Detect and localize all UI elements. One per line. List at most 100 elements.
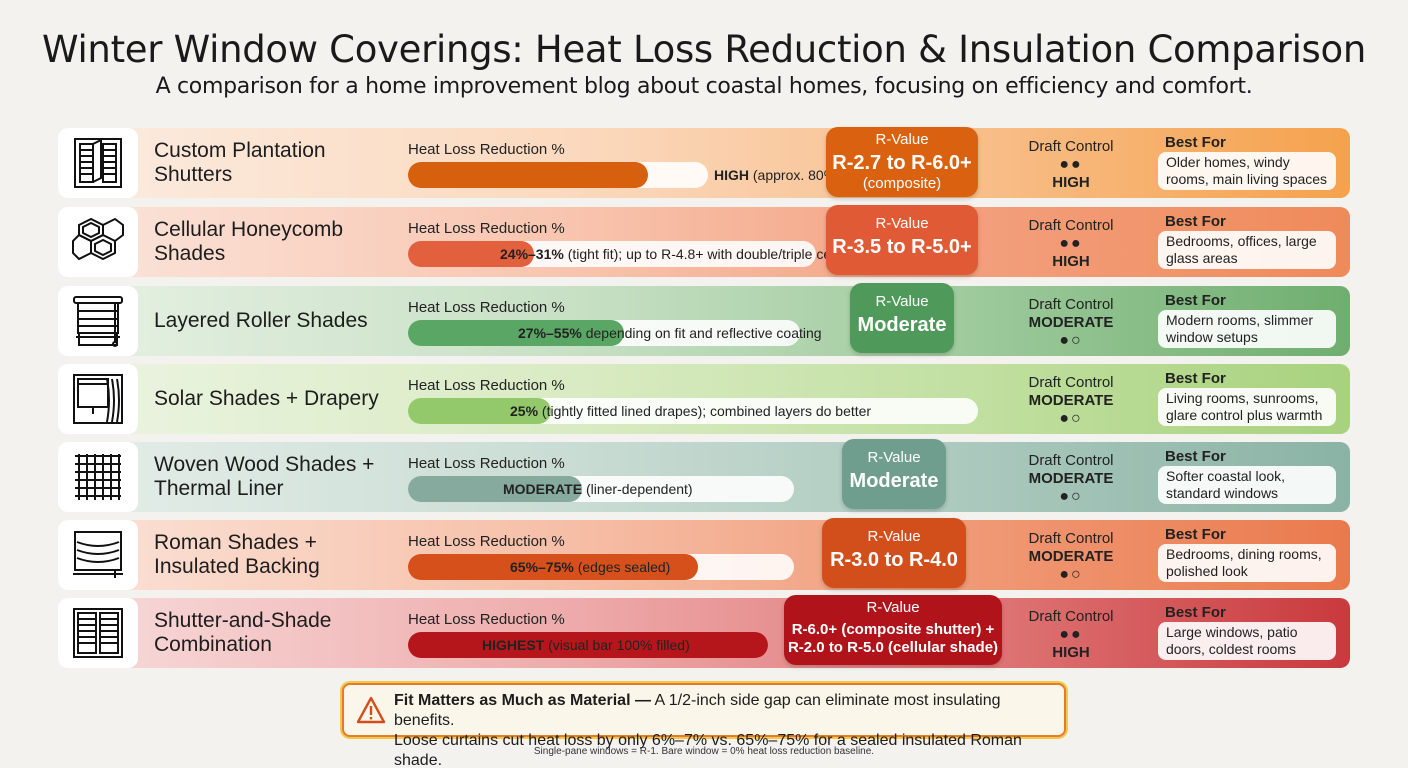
draft-rating-dots: ●● bbox=[1059, 235, 1083, 252]
best-for-text: Softer coastal look, standard windows bbox=[1158, 466, 1336, 504]
drapery-icon bbox=[58, 364, 138, 434]
draft-control-level: MODERATE bbox=[1028, 392, 1114, 409]
draft-control-label: Draft Control bbox=[1028, 530, 1114, 547]
draft-rating-dots: ●● bbox=[1059, 626, 1083, 643]
heat-loss-bar: 25% (tightly fitted lined drapes); combi… bbox=[408, 398, 978, 424]
woven-wood-icon bbox=[58, 442, 138, 512]
heat-loss-label: Heat Loss Reduction % bbox=[408, 141, 565, 158]
warning-icon bbox=[356, 696, 386, 724]
heat-loss-value: 65%–75% (edges sealed) bbox=[510, 554, 670, 580]
r-value-box: R-Value Moderate bbox=[850, 283, 954, 353]
r-value-label: R-Value bbox=[867, 528, 921, 545]
covering-name: Shutter-and-Shade Combination bbox=[154, 609, 332, 656]
heat-loss-value-detail: (approx. 80%) bbox=[752, 167, 841, 183]
r-value-label: R-Value bbox=[875, 131, 929, 148]
covering-name: Roman Shades + Insulated Backing bbox=[154, 531, 320, 578]
draft-control-label: Draft Control bbox=[1028, 138, 1114, 155]
page-subtitle: A comparison for a home improvement blog… bbox=[155, 74, 1253, 99]
covering-name: Cellular Honeycomb Shades bbox=[154, 218, 344, 265]
draft-rating-dots: ●● bbox=[1059, 156, 1083, 173]
r-value: Moderate bbox=[849, 470, 939, 492]
covering-name: Custom Plantation Shutters bbox=[154, 139, 326, 186]
draft-control-label: Draft Control bbox=[1028, 296, 1114, 313]
draft-control-label: Draft Control bbox=[1028, 374, 1114, 391]
callout-bold: Fit Matters as Much as Material — bbox=[394, 692, 651, 709]
heat-loss-value: 25% (tightly fitted lined drapes); combi… bbox=[510, 398, 871, 424]
draft-control-level: MODERATE bbox=[1028, 314, 1114, 331]
r-value-label: R-Value bbox=[866, 599, 920, 616]
heat-loss-bar-fill bbox=[408, 554, 698, 580]
best-for-label: Best For bbox=[1165, 370, 1226, 387]
r-value-sub: R-2.0 to R-5.0 (cellular shade) bbox=[787, 639, 999, 656]
heat-loss-bar: MODERATE (liner-dependent) bbox=[408, 476, 794, 502]
best-for-text: Living rooms, sunrooms, glare control pl… bbox=[1158, 388, 1336, 426]
heat-loss-value-detail: (edges sealed) bbox=[577, 559, 671, 575]
shutter-shade-combo-icon bbox=[58, 598, 138, 668]
heat-loss-value-detail: (liner-dependent) bbox=[585, 481, 693, 497]
heat-loss-bar-fill bbox=[408, 632, 768, 658]
covering-name: Solar Shades + Drapery bbox=[154, 387, 379, 410]
r-value: R-3.5 to R-5.0+ bbox=[832, 236, 972, 258]
heat-loss-value: MODERATE (liner-dependent) bbox=[503, 476, 693, 502]
heat-loss-bar-fill bbox=[408, 320, 624, 346]
r-value: R-6.0+ (composite shutter) + bbox=[791, 621, 995, 638]
r-value: R-2.7 to R-6.0+ bbox=[832, 152, 972, 174]
heat-loss-value: 24%–31% (tight fit); up to R-4.8+ with d… bbox=[500, 241, 837, 267]
fit-callout: Fit Matters as Much as Material — A 1/2-… bbox=[342, 683, 1066, 768]
draft-control-level: MODERATE bbox=[1028, 470, 1114, 487]
draft-control: Draft Control ●● HIGH bbox=[1013, 217, 1129, 271]
honeycomb-cell-icon bbox=[58, 207, 138, 277]
heat-loss-bar: 24%–31% (tight fit); up to R-4.8+ with d… bbox=[408, 241, 837, 267]
heat-loss-value-bold: 27%–55% bbox=[518, 325, 582, 341]
draft-control-level: HIGH bbox=[1052, 174, 1090, 191]
best-for-text: Bedrooms, offices, large glass areas bbox=[1158, 231, 1336, 269]
r-value-label: R-Value bbox=[867, 449, 921, 466]
roller-shade-icon bbox=[58, 286, 138, 356]
best-for-label: Best For bbox=[1165, 604, 1226, 621]
best-for-label: Best For bbox=[1165, 526, 1226, 543]
best-for-text: Older homes, windy rooms, main living sp… bbox=[1158, 152, 1336, 190]
draft-rating-dots: ●○ bbox=[1059, 566, 1083, 583]
draft-control-level: HIGH bbox=[1052, 253, 1090, 270]
draft-control: Draft Control MODERATE ●○ bbox=[1013, 452, 1129, 506]
heat-loss-value-bold: 24%–31% bbox=[500, 246, 564, 262]
r-value-label: R-Value bbox=[875, 293, 929, 310]
best-for-text: Large windows, patio doors, coldest room… bbox=[1158, 622, 1336, 660]
best-for-label: Best For bbox=[1165, 292, 1226, 309]
heat-loss-value: HIGH (approx. 80%) bbox=[714, 162, 841, 188]
comparison-row: Woven Wood Shades + Thermal Liner Heat Lo… bbox=[58, 439, 1350, 512]
comparison-row: Custom Plantation Shutters Heat Loss Redu… bbox=[58, 127, 1350, 198]
r-value-sub: (composite) bbox=[862, 175, 942, 192]
heat-loss-label: Heat Loss Reduction % bbox=[408, 533, 565, 550]
covering-name: Woven Wood Shades + Thermal Liner bbox=[154, 453, 375, 500]
draft-rating-dots: ●○ bbox=[1059, 410, 1083, 427]
heat-loss-value: 27%–55% depending on fit and reflective … bbox=[518, 320, 822, 346]
r-value: R-3.0 to R-4.0 bbox=[830, 549, 958, 571]
comparison-row: Shutter-and-Shade Combination Heat Loss R… bbox=[58, 595, 1350, 668]
draft-control: Draft Control ●● HIGH bbox=[1013, 138, 1129, 192]
heat-loss-bar: 27%–55% depending on fit and reflective … bbox=[408, 320, 822, 346]
heat-loss-bar: HIGHEST (visual bar 100% filled) bbox=[408, 632, 768, 658]
heat-loss-value-detail: (tightly fitted lined drapes); combined … bbox=[541, 403, 872, 419]
heat-loss-bar: 65%–75% (edges sealed) bbox=[408, 554, 794, 580]
best-for-label: Best For bbox=[1165, 448, 1226, 465]
draft-rating-dots: ●○ bbox=[1059, 488, 1083, 505]
heat-loss-value-bold: HIGHEST bbox=[482, 637, 545, 653]
comparison-row: Solar Shades + Drapery Heat Loss Reductio… bbox=[58, 364, 1350, 434]
heat-loss-bar-fill bbox=[408, 398, 551, 424]
heat-loss-label: Heat Loss Reduction % bbox=[408, 455, 565, 472]
callout-line2: Loose curtains cut heat loss by only 6%–… bbox=[394, 732, 1022, 768]
heat-loss-bar-fill bbox=[408, 476, 582, 502]
heat-loss-value-detail: (tight fit); up to R-4.8+ with double/tr… bbox=[567, 246, 838, 262]
draft-control-label: Draft Control bbox=[1028, 452, 1114, 469]
r-value-box: R-Value Moderate bbox=[842, 439, 946, 509]
draft-control: Draft Control MODERATE ●○ bbox=[1013, 296, 1129, 350]
comparison-row: Roman Shades + Insulated Backing Heat Los… bbox=[58, 518, 1350, 590]
comparison-row: Cellular Honeycomb Shades Heat Loss Reduc… bbox=[58, 205, 1350, 277]
page-title: Winter Window Coverings: Heat Loss Reduc… bbox=[41, 28, 1367, 71]
heat-loss-value-bold: 25% bbox=[510, 403, 539, 419]
footnote: Single-pane windows = R-1. Bare window =… bbox=[533, 746, 875, 757]
best-for-label: Best For bbox=[1165, 134, 1226, 151]
draft-control-level: HIGH bbox=[1052, 644, 1090, 661]
heat-loss-bar: HIGH (approx. 80%) bbox=[408, 162, 841, 188]
